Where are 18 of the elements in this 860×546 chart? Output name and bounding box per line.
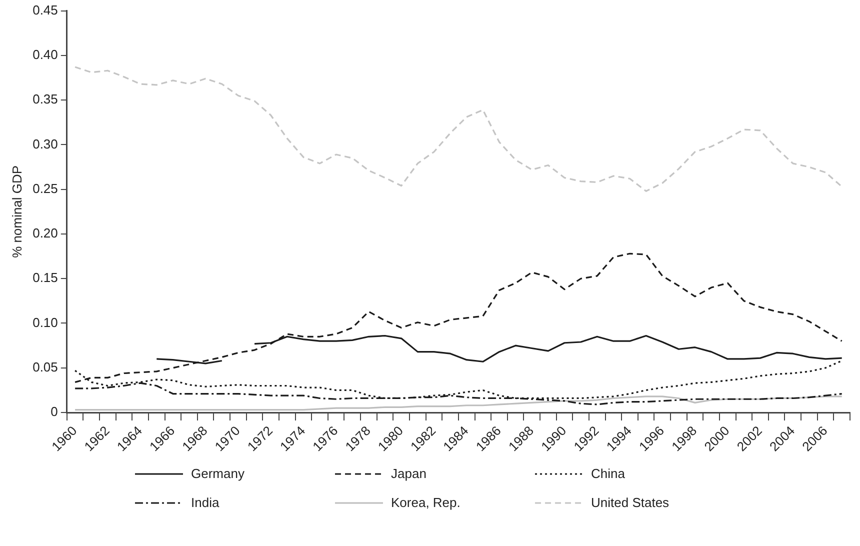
y-tick-label: 0.10 xyxy=(32,314,58,330)
y-tick-label: 0.25 xyxy=(32,180,58,196)
y-tick-label: 0.40 xyxy=(32,47,58,62)
y-tick-label: 0.20 xyxy=(32,226,58,241)
legend-label: Korea, Rep. xyxy=(391,495,460,510)
y-tick-label: 0.30 xyxy=(32,136,58,152)
legend-label: China xyxy=(591,466,625,481)
legend-label: Germany xyxy=(191,466,244,481)
y-tick-label: 0.15 xyxy=(32,270,58,286)
y-tick-label: 0 xyxy=(50,404,58,420)
line-series xyxy=(74,66,843,192)
y-tick-label: 0.35 xyxy=(32,92,58,107)
legend-label: India xyxy=(191,495,220,510)
y-tick-label: 0.05 xyxy=(32,359,58,374)
y-axis-title: % nominal GDP xyxy=(9,165,24,258)
legend-label: United States xyxy=(591,495,670,510)
legend-label: Japan xyxy=(391,466,426,481)
y-tick-label: 0.45 xyxy=(32,2,58,18)
